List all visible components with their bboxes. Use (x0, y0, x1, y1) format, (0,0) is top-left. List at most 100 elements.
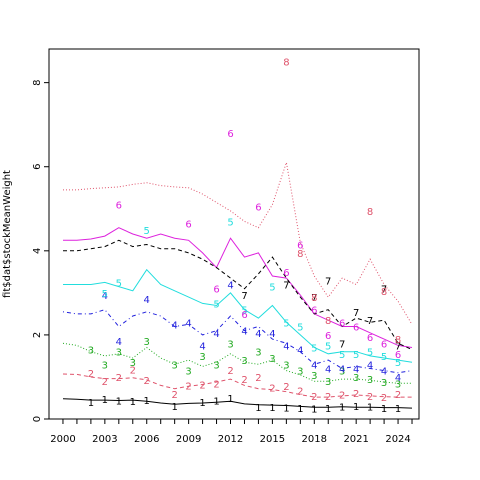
obs-point-age-8: 8 (367, 207, 373, 218)
obs-point-age-3: 3 (116, 348, 122, 359)
obs-point-age-1: 1 (269, 403, 275, 414)
obs-point-age-1: 1 (172, 402, 178, 413)
obs-point-age-1: 1 (88, 398, 94, 409)
obs-point-age-4: 4 (172, 320, 178, 331)
obs-point-age-4: 4 (185, 318, 191, 329)
obs-point-age-3: 3 (395, 379, 401, 390)
obs-point-age-6: 6 (339, 318, 345, 329)
obs-point-age-4: 4 (325, 365, 331, 376)
x-tick-label: 2024 (385, 434, 410, 445)
obs-point-age-5: 5 (367, 348, 373, 359)
obs-point-age-7: 7 (353, 308, 359, 319)
fit-line-age-6 (63, 227, 413, 348)
obs-point-age-1: 1 (353, 402, 359, 413)
obs-point-age-2: 2 (283, 382, 289, 393)
fit-line-age-3 (62, 342, 412, 384)
obs-point-age-3: 3 (311, 371, 317, 382)
obs-point-age-1: 1 (102, 395, 108, 406)
plot-frame (48, 48, 420, 420)
obs-point-age-6: 6 (241, 310, 247, 321)
obs-point-age-2: 2 (339, 391, 345, 402)
obs-point-age-3: 3 (88, 346, 94, 357)
obs-point-age-5: 5 (144, 226, 150, 237)
obs-point-age-4: 4 (353, 365, 359, 376)
obs-point-age-3: 3 (130, 358, 136, 369)
obs-point-age-2: 2 (297, 386, 303, 397)
obs-point-age-7: 7 (311, 293, 317, 304)
obs-point-age-3: 3 (102, 360, 108, 371)
fit-line-age-1 (62, 398, 413, 409)
obs-point-age-5: 5 (227, 217, 233, 228)
obs-point-age-2: 2 (381, 393, 387, 404)
obs-point-age-4: 4 (227, 281, 233, 292)
x-tick-label: 2012 (218, 434, 243, 445)
obs-point-age-6: 6 (297, 241, 303, 252)
obs-point-age-8: 8 (325, 316, 331, 327)
obs-point-age-7: 7 (241, 291, 247, 302)
x-tick-label: 2006 (134, 434, 159, 445)
obs-point-age-3: 3 (241, 356, 247, 367)
y-axis-title: fit$dat$stockMeanWeight (2, 170, 13, 298)
obs-point-age-6: 6 (283, 268, 289, 279)
obs-point-age-5: 5 (283, 318, 289, 329)
obs-point-age-2: 2 (172, 390, 178, 401)
obs-point-age-4: 4 (241, 327, 247, 338)
obs-point-age-5: 5 (102, 289, 108, 300)
obs-point-age-2: 2 (353, 389, 359, 400)
obs-point-age-2: 2 (395, 390, 401, 401)
obs-point-age-7: 7 (395, 341, 401, 352)
obs-point-age-6: 6 (255, 203, 261, 214)
obs-point-age-5: 5 (269, 283, 275, 294)
obs-point-age-4: 4 (395, 373, 401, 384)
obs-point-age-2: 2 (213, 379, 219, 390)
fitted-lines (62, 162, 413, 409)
obs-point-age-8: 8 (283, 58, 289, 69)
obs-point-age-8: 8 (311, 293, 317, 304)
obs-point-age-6: 6 (381, 339, 387, 350)
obs-point-age-5: 5 (213, 299, 219, 310)
obs-point-age-1: 1 (297, 404, 303, 415)
obs-point-age-2: 2 (102, 377, 108, 388)
obs-point-age-7: 7 (339, 339, 345, 350)
obs-point-age-7: 7 (325, 276, 331, 287)
obs-point-age-7: 7 (381, 285, 387, 296)
obs-point-age-5: 5 (241, 306, 247, 317)
obs-point-age-3: 3 (325, 377, 331, 388)
obs-point-age-2: 2 (241, 375, 247, 386)
obs-point-age-5: 5 (353, 350, 359, 361)
obs-point-age-4: 4 (339, 365, 345, 376)
obs-point-age-1: 1 (199, 398, 205, 409)
obs-point-age-5: 5 (339, 350, 345, 361)
x-tick-label: 2015 (260, 434, 285, 445)
obs-point-age-1: 1 (283, 404, 289, 415)
obs-point-age-1: 1 (255, 403, 261, 414)
obs-point-age-1: 1 (144, 396, 150, 407)
obs-point-age-4: 4 (311, 360, 317, 371)
obs-point-age-1: 1 (116, 397, 122, 408)
obs-point-age-5: 5 (311, 344, 317, 355)
obs-point-age-6: 6 (213, 285, 219, 296)
obs-point-age-3: 3 (269, 354, 275, 365)
obs-point-age-3: 3 (255, 348, 261, 359)
x-axis: 2000 2003 2006 2009 2012 2015 2018 2021 2024 (50, 418, 419, 445)
fit-line-age-2 (62, 373, 412, 398)
obs-point-age-3: 3 (144, 337, 150, 348)
obs-point-age-4: 4 (199, 341, 205, 352)
obs-point-age-2: 2 (255, 373, 261, 384)
obs-point-age-1: 1 (339, 402, 345, 413)
obs-point-age-3: 3 (367, 375, 373, 386)
obs-point-age-3: 3 (185, 367, 191, 378)
obs-point-age-6: 6 (311, 306, 317, 317)
obs-point-age-2: 2 (311, 392, 317, 403)
obs-point-age-4: 4 (144, 295, 150, 306)
obs-point-age-4: 4 (269, 329, 275, 340)
y-tick-label: 6 (32, 164, 43, 170)
obs-point-age-4: 4 (297, 346, 303, 357)
obs-point-age-3: 3 (381, 378, 387, 389)
obs-point-age-1: 1 (325, 404, 331, 415)
y-tick-label: 4 (32, 248, 43, 254)
obs-point-age-4: 4 (255, 329, 261, 340)
obs-point-age-6: 6 (353, 323, 359, 334)
obs-point-age-4: 4 (367, 360, 373, 371)
